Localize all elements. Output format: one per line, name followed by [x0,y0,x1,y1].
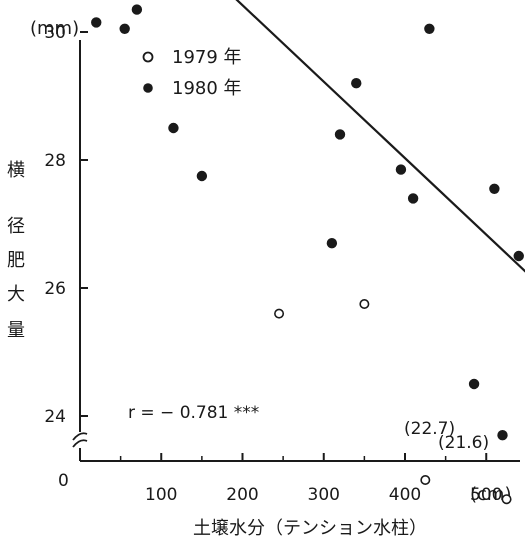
x-axis-unit: (cm) [470,484,511,505]
point-1980 [119,23,130,35]
x-tick-label: 300 [308,485,340,505]
axis-break-mark [72,439,88,448]
point-1980 [497,430,508,441]
point-1979 [501,494,512,505]
point-1980 [395,164,407,175]
x-tick-label: 500 [470,485,502,505]
y-axis-label-char: 量 [7,320,25,341]
y-tick-label: 24 [44,407,66,427]
x-tick-label: 200 [226,485,258,505]
y-tick-label: 26 [44,279,66,299]
point-1980 [334,129,346,140]
point-1979 [420,474,431,485]
y-axis-label-char: 肥 [7,250,25,271]
y-axis-label-char: 径 [7,216,25,237]
point-1980 [91,17,102,28]
y-tick-label: 30 [44,23,66,43]
point-1980 [468,378,480,390]
point-1980 [351,77,362,89]
point-1980 [326,237,338,249]
tick-labels: 242628303234100200300400500600 [44,23,502,505]
legend-label-1980: 1980 年 [172,78,242,99]
ticks [80,31,488,461]
x-tick-label: 100 [145,485,177,505]
correlation-annotation: r = − 0.781 *** [128,403,259,423]
legend-label-1979: 1979 年 [172,47,242,68]
point-1980 [407,193,419,204]
y-tick-label: 28 [44,151,66,171]
offscale-value-annotation: (22.7) [404,419,455,439]
y-axis-unit: (mm) [30,18,79,39]
y-axis-label-char: 大 [7,284,25,305]
point-1980 [424,23,435,35]
point-1980 [489,183,500,195]
point-1980 [131,4,143,15]
regression-line [235,0,525,273]
x-axis-label: 土壌水分（テンション水柱） [193,518,427,539]
legend-marker-1979 [142,51,154,63]
axes [72,40,520,462]
point-1979 [359,298,370,309]
point-1979 [274,308,285,319]
legend-marker-1980 [143,83,153,93]
y-axis-label-char: 横 [7,160,25,181]
origin-label: 0 [58,471,69,491]
data-points [91,4,524,505]
y-axis-label: 横 径 肥 大 量 [7,160,25,341]
axis-break-mark [72,432,88,441]
x-tick-label: 400 [389,485,421,505]
point-1980 [513,250,524,262]
legend: 1979 年 1980 年 [142,47,242,99]
offscale-value-annotation: (21.6) [438,433,489,453]
point-1980 [168,122,179,134]
point-1980 [196,170,208,182]
